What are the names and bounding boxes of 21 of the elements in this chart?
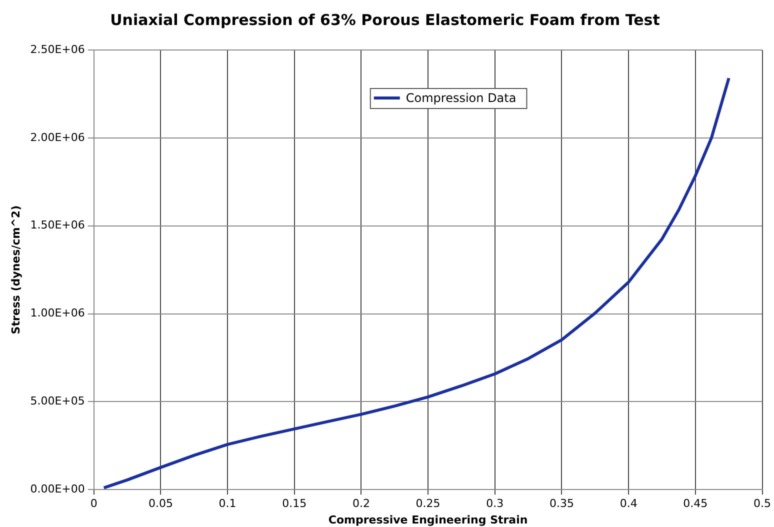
- y-tick-label: 1.50E+06: [30, 218, 85, 232]
- y-tick-label: 1.00E+06: [30, 306, 85, 320]
- x-tick-label: 0.4: [620, 497, 638, 510]
- y-tick-label: 0.00E+00: [30, 482, 85, 496]
- x-tick-label: 0.35: [549, 497, 574, 510]
- x-tick-label: 0.15: [282, 497, 307, 510]
- x-tick-label: 0.45: [683, 497, 708, 510]
- x-tick-label: 0.3: [486, 497, 504, 510]
- x-tick-label: 0.2: [352, 497, 370, 510]
- x-tick-label: 0.25: [416, 497, 440, 510]
- x-axis-title: Compressive Engineering Strain: [328, 513, 528, 526]
- x-tick-label: 0.05: [148, 497, 173, 510]
- y-tick-label: 2.00E+06: [30, 130, 85, 144]
- chart-title: Uniaxial Compression of 63% Porous Elastomeric Foam from Test: [110, 10, 660, 29]
- y-tick-label: 2.50E+06: [30, 42, 85, 56]
- y-tick-label: 5.00E+05: [30, 394, 85, 408]
- y-axis-title: Stress (dynes/cm^2): [9, 205, 22, 334]
- x-tick-label: 0.1: [218, 497, 236, 510]
- x-tick-label: 0.5: [754, 497, 772, 510]
- x-tick-label: 0: [90, 497, 98, 510]
- legend-label: Compression Data: [406, 91, 516, 106]
